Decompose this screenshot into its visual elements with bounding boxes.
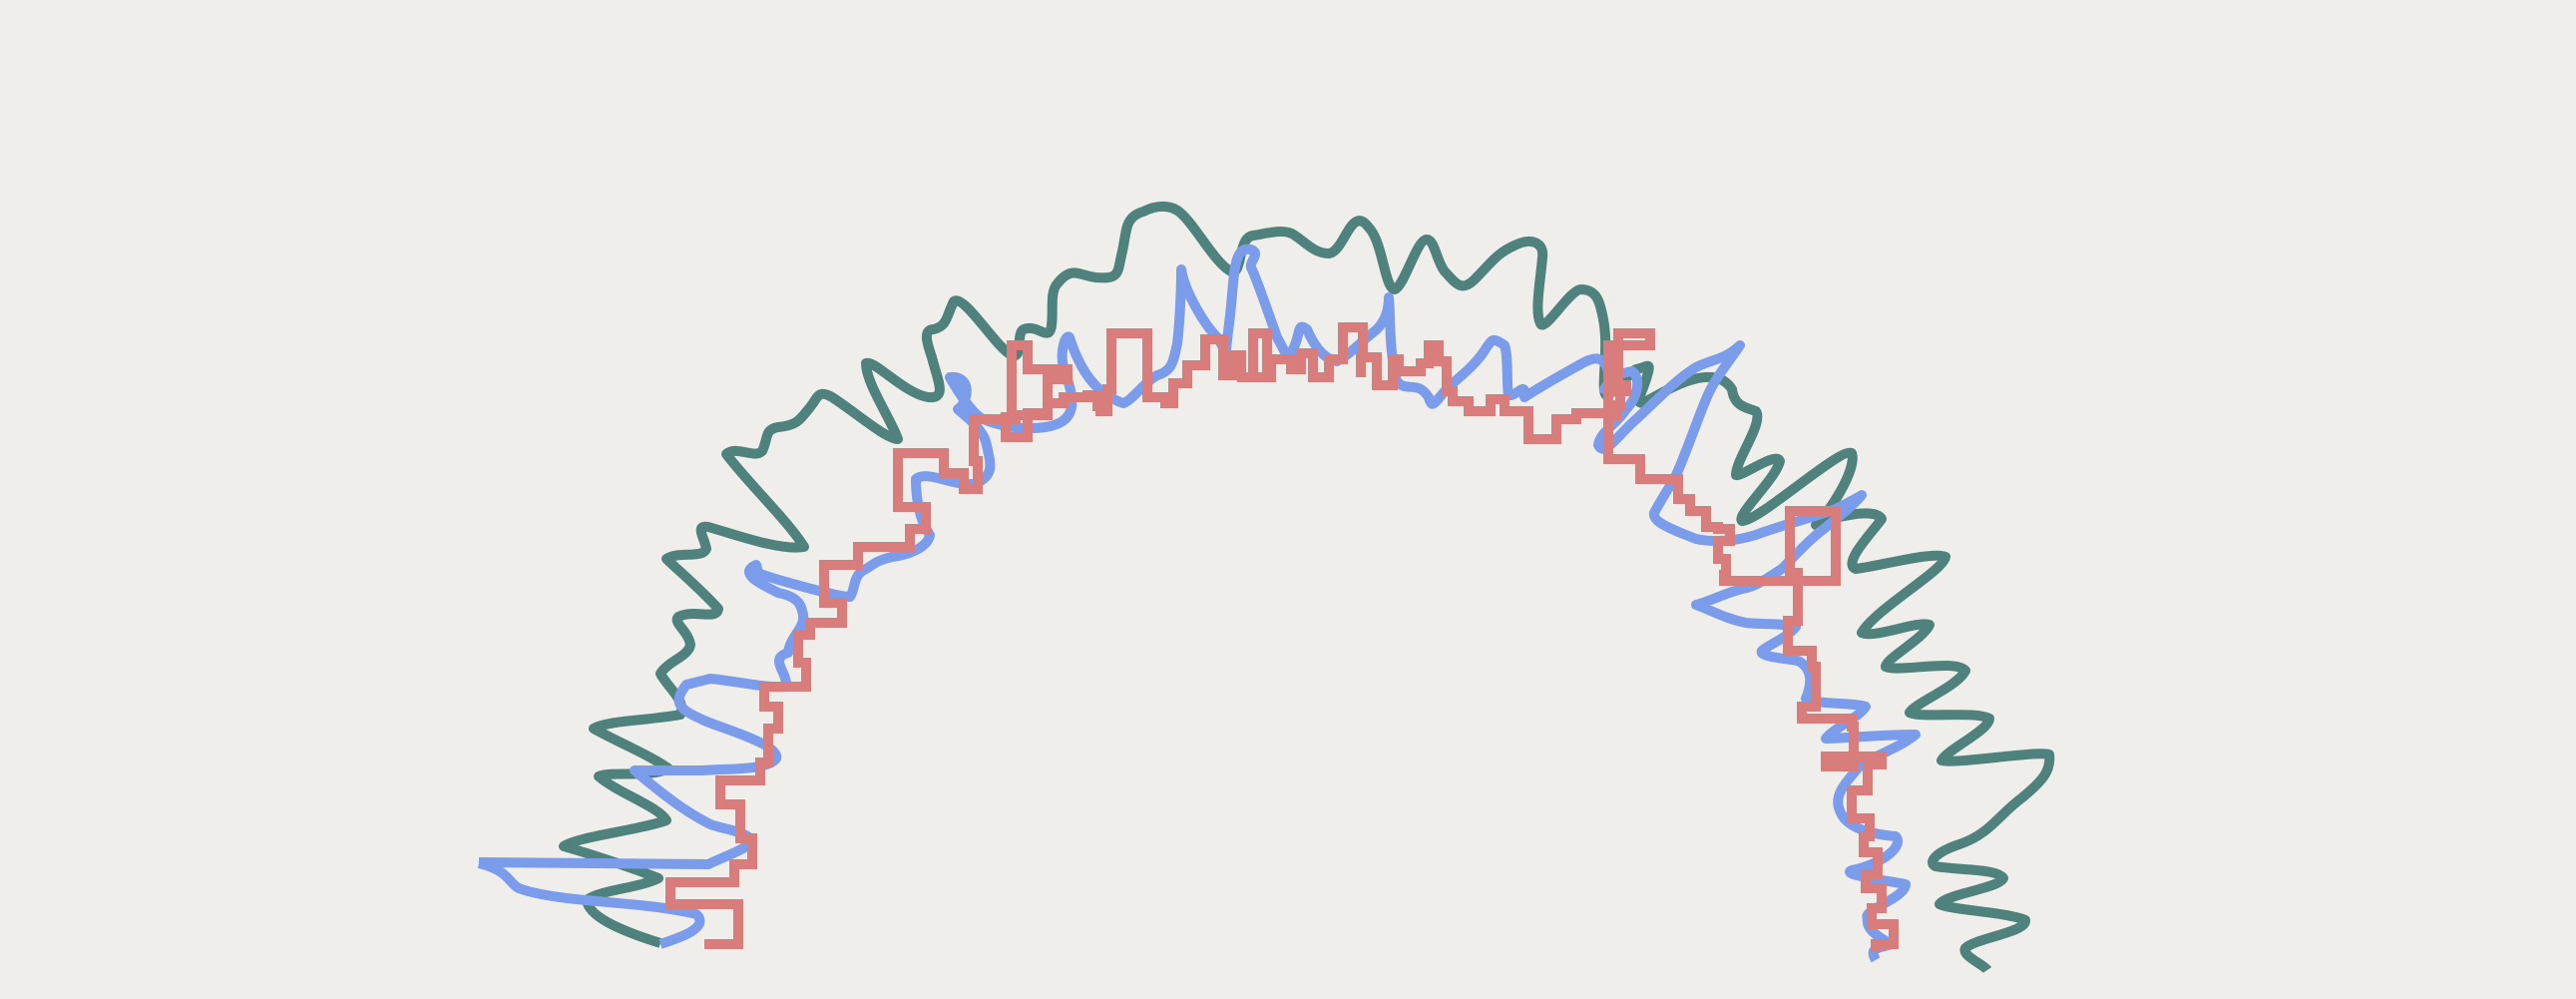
inner-red-stepped-line (665, 322, 1899, 952)
outer-teal-squiggle (559, 202, 2055, 974)
